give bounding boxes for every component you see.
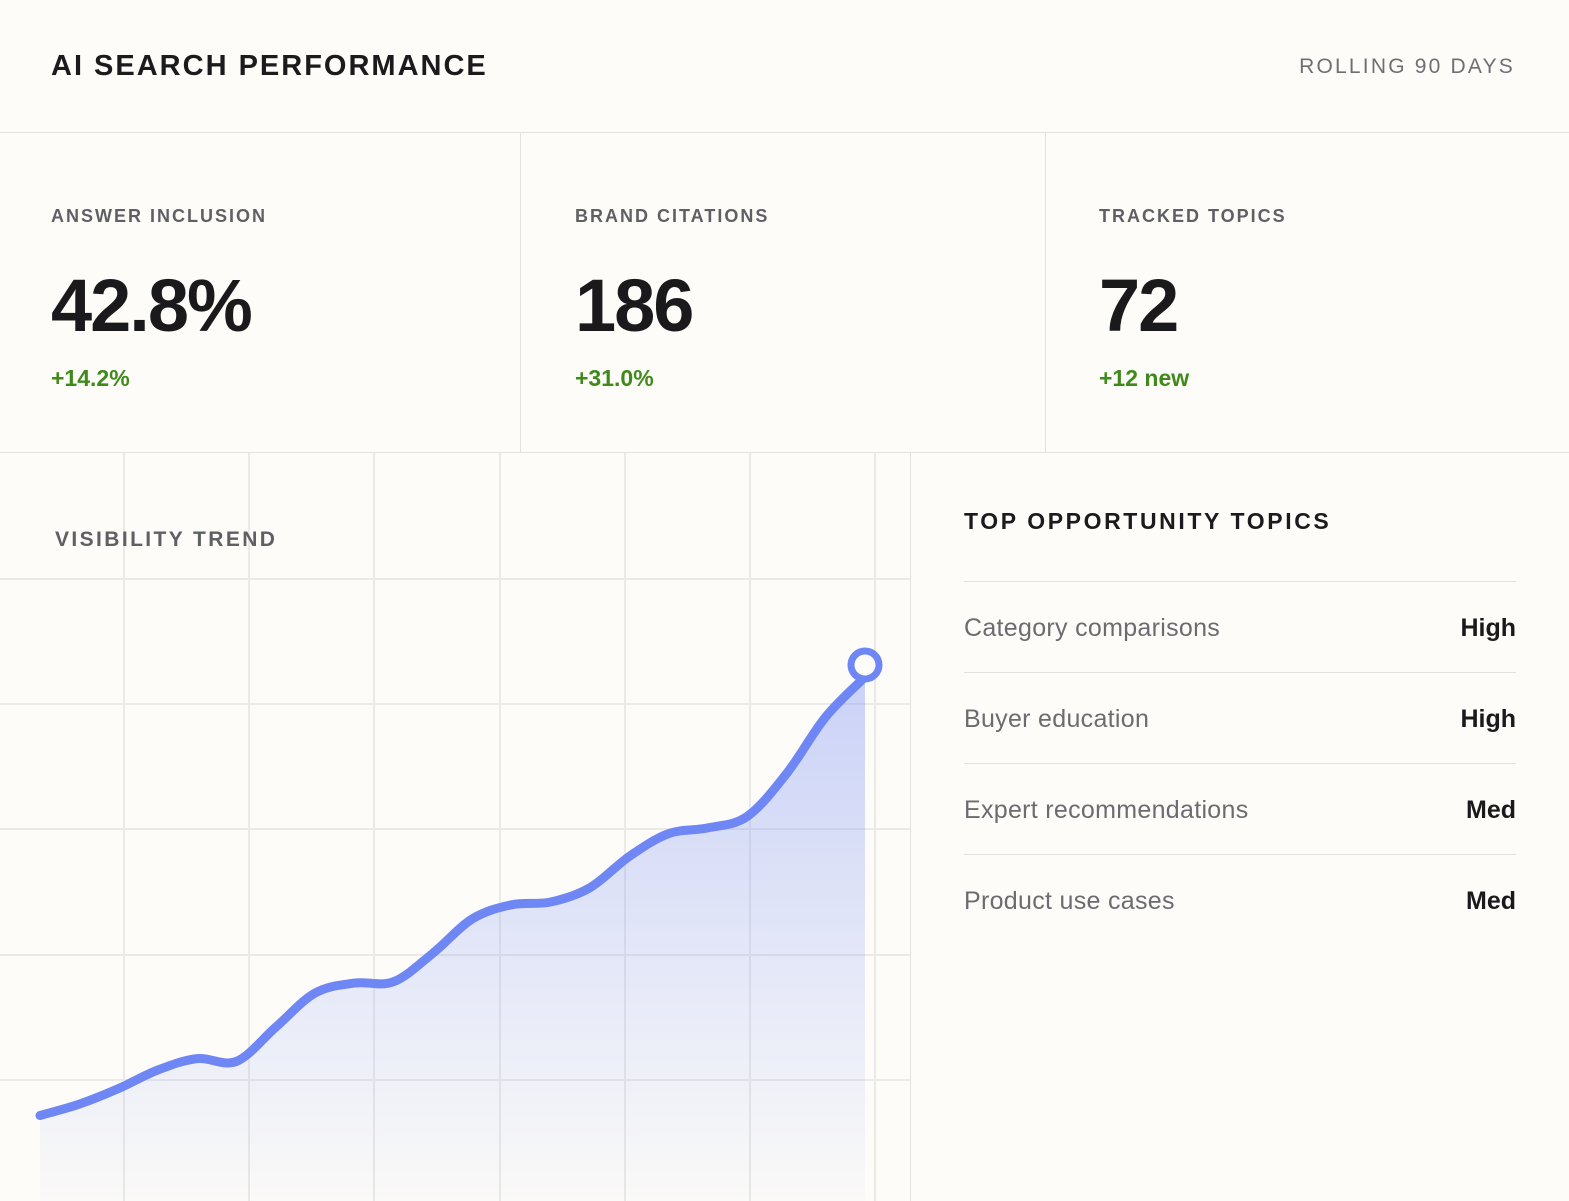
page-title: AI SEARCH PERFORMANCE: [51, 50, 488, 82]
opportunity-list: Category comparisons High Buyer educatio…: [964, 581, 1516, 946]
chart-title: VISIBILITY TREND: [55, 528, 278, 551]
kpi-delta: +14.2%: [51, 365, 130, 391]
visibility-trend-chart: [0, 453, 910, 1201]
priority-level: High: [1460, 614, 1516, 642]
kpi-value: 72: [1099, 264, 1179, 347]
priority-level: Med: [1466, 796, 1516, 824]
kpi-brand-citations: BRAND CITATIONS 186 +31.0%: [520, 133, 1045, 453]
section-title: TOP OPPORTUNITY TOPICS: [964, 508, 1332, 534]
list-item[interactable]: Product use cases Med: [964, 855, 1516, 946]
kpi-delta: +12 new: [1099, 365, 1190, 391]
kpi-answer-inclusion: ANSWER INCLUSION 42.8% +14.2%: [0, 133, 520, 453]
list-item[interactable]: Buyer education High: [964, 673, 1516, 764]
priority-level: Med: [1466, 887, 1516, 915]
opportunity-panel: TOP OPPORTUNITY TOPICS Category comparis…: [912, 453, 1569, 1201]
kpi-value: 42.8%: [51, 264, 253, 347]
trend-line: [35, 672, 870, 1120]
visibility-trend-panel: VISIBILITY TREND: [0, 453, 911, 1201]
topic-name: Category comparisons: [964, 614, 1221, 642]
trend-endpoint-marker: [847, 647, 883, 683]
kpi-row: ANSWER INCLUSION 42.8% +14.2% BRAND CITA…: [0, 133, 1569, 453]
kpi-label: BRAND CITATIONS: [575, 206, 770, 226]
topic-name: Expert recommendations: [964, 796, 1249, 824]
date-range-label: ROLLING 90 DAYS: [1299, 55, 1515, 78]
priority-level: High: [1460, 705, 1516, 733]
kpi-label: TRACKED TOPICS: [1099, 206, 1287, 226]
kpi-delta: +31.0%: [575, 365, 654, 391]
dashboard-header: AI SEARCH PERFORMANCE ROLLING 90 DAYS: [0, 0, 1569, 133]
list-item[interactable]: Category comparisons High: [964, 582, 1516, 673]
topic-name: Buyer education: [964, 705, 1150, 733]
kpi-label: ANSWER INCLUSION: [51, 206, 267, 226]
list-item[interactable]: Expert recommendations Med: [964, 764, 1516, 855]
topic-name: Product use cases: [964, 887, 1175, 915]
kpi-tracked-topics: TRACKED TOPICS 72 +12 new: [1045, 133, 1569, 453]
kpi-value: 186: [575, 264, 694, 347]
